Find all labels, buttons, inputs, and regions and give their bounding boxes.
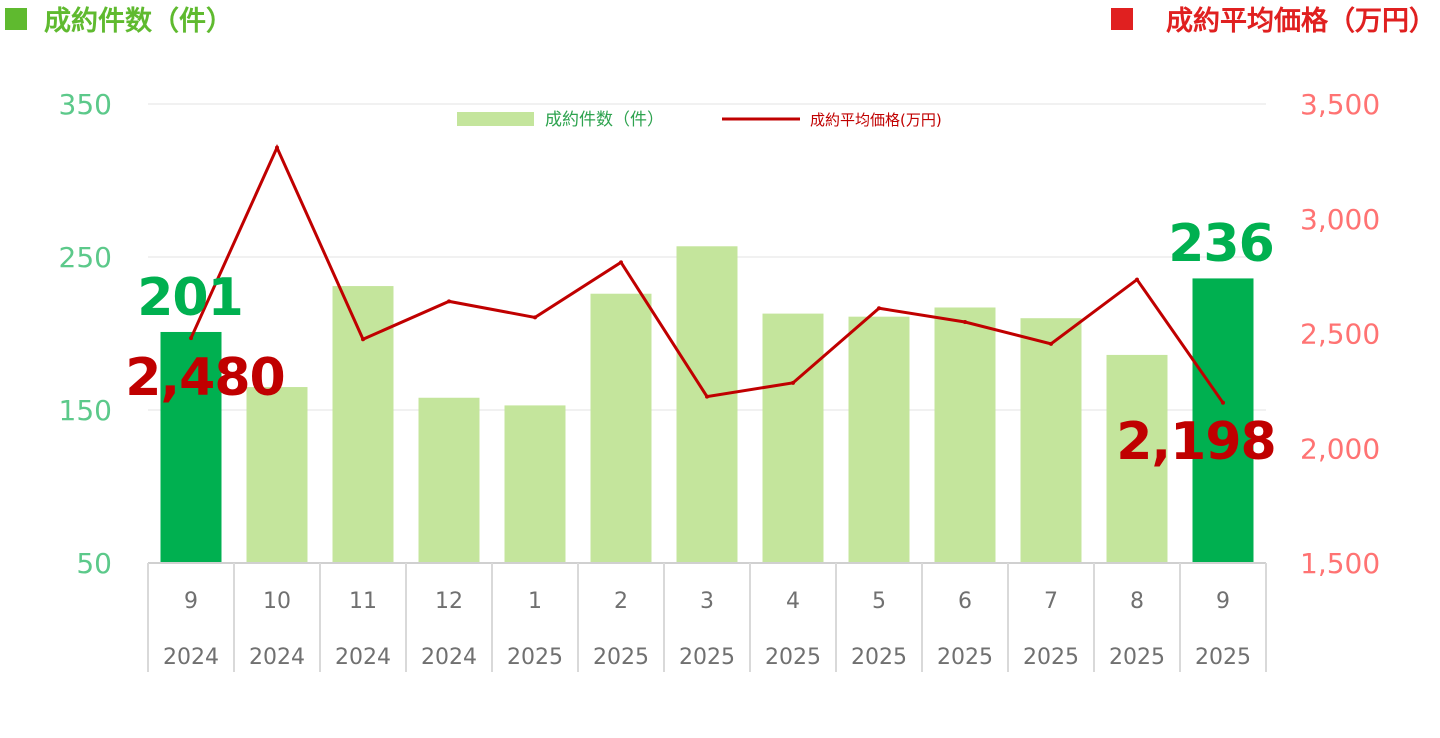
right-axis-tick-label: 2,500	[1300, 318, 1380, 351]
data-label: 201	[137, 268, 243, 328]
line-point	[361, 337, 365, 342]
x-tick-label-month: 10	[263, 589, 291, 614]
line-point	[1221, 400, 1225, 405]
x-tick-label-month: 4	[786, 589, 800, 614]
data-label: 236	[1168, 214, 1274, 274]
data-label: 2,480	[125, 348, 284, 408]
bar	[332, 286, 394, 563]
x-tick-label-month: 8	[1130, 589, 1144, 614]
x-tick-label-year: 2024	[163, 645, 219, 670]
bar	[848, 316, 910, 563]
bar	[676, 246, 738, 564]
x-tick-label-year: 2025	[851, 645, 907, 670]
right-axis-title: 成約平均価格（万円）	[1166, 5, 1436, 37]
line-point	[877, 306, 881, 311]
left-axis-title: 成約件数（件）	[44, 5, 233, 37]
right-axis-tick-label: 3,500	[1300, 88, 1380, 121]
x-tick-label-month: 9	[1216, 589, 1230, 614]
legend-bar-swatch	[457, 112, 534, 126]
data-label: 2,198	[1116, 412, 1275, 472]
x-tick-label-year: 2025	[1023, 645, 1079, 670]
line-point	[619, 260, 623, 265]
legend: 成約件数（件） 成約平均価格(万円)	[457, 110, 942, 130]
left-axis-tick-label: 150	[59, 394, 112, 427]
bar	[504, 405, 566, 563]
x-tick-label-year: 2025	[765, 645, 821, 670]
x-tick-label-year: 2024	[249, 645, 305, 670]
x-tick-label-month: 7	[1044, 589, 1058, 614]
line-point	[705, 394, 709, 399]
x-tick-label-month: 9	[184, 589, 198, 614]
line-layer	[189, 143, 1225, 405]
x-tick-label-year: 2025	[507, 645, 563, 670]
x-tick-label-year: 2025	[593, 645, 649, 670]
line-point	[1049, 341, 1053, 346]
bar	[590, 293, 652, 563]
x-tick-label-year: 2025	[937, 645, 993, 670]
x-tick-label-year: 2025	[1195, 645, 1251, 670]
bar	[762, 313, 824, 563]
legend-bar-label: 成約件数（件）	[545, 110, 664, 130]
bar	[1192, 278, 1254, 563]
bar	[934, 307, 996, 563]
x-tick-label-year: 2025	[679, 645, 735, 670]
x-tick-label-month: 3	[700, 589, 714, 614]
axis-layer: 50 150 250 350 1,500 2,000 2,500 3,000 3,500 9 202…	[59, 88, 1380, 672]
x-tick-label-month: 12	[435, 589, 463, 614]
x-tick-label-year: 2024	[335, 645, 391, 670]
line-point	[791, 380, 795, 385]
left-axis-tick-label: 350	[59, 88, 112, 121]
line-point	[963, 320, 967, 325]
left-axis-tick-label: 250	[59, 241, 112, 274]
right-axis-tick-label: 2,000	[1300, 432, 1380, 465]
x-tick-label-year: 2025	[1109, 645, 1165, 670]
x-tick-label-month: 11	[349, 589, 377, 614]
line-point	[275, 145, 279, 150]
x-tick-label-month: 5	[872, 589, 886, 614]
line-point	[447, 299, 451, 304]
bar	[418, 397, 480, 563]
line-point	[533, 315, 537, 320]
right-axis-tick-label: 3,000	[1300, 203, 1380, 236]
bar	[246, 387, 308, 563]
bar	[1020, 318, 1082, 563]
line-point	[1135, 277, 1139, 282]
line-point	[189, 336, 193, 341]
x-tick-label-month: 1	[528, 589, 542, 614]
left-axis-tick-label: 50	[76, 547, 112, 580]
bars-layer	[160, 246, 1254, 564]
left-title-square-icon	[5, 8, 27, 30]
annotation-layer: 201 2,480 236 2,198	[125, 214, 1276, 472]
x-tick-label-month: 2	[614, 589, 628, 614]
right-axis-tick-label: 1,500	[1300, 547, 1380, 580]
x-tick-label-year: 2024	[421, 645, 477, 670]
x-tick-label-month: 6	[958, 589, 972, 614]
bar	[160, 331, 222, 563]
legend-line-label: 成約平均価格(万円)	[810, 111, 942, 129]
bar	[1106, 354, 1168, 563]
right-title-square-icon	[1111, 8, 1133, 30]
